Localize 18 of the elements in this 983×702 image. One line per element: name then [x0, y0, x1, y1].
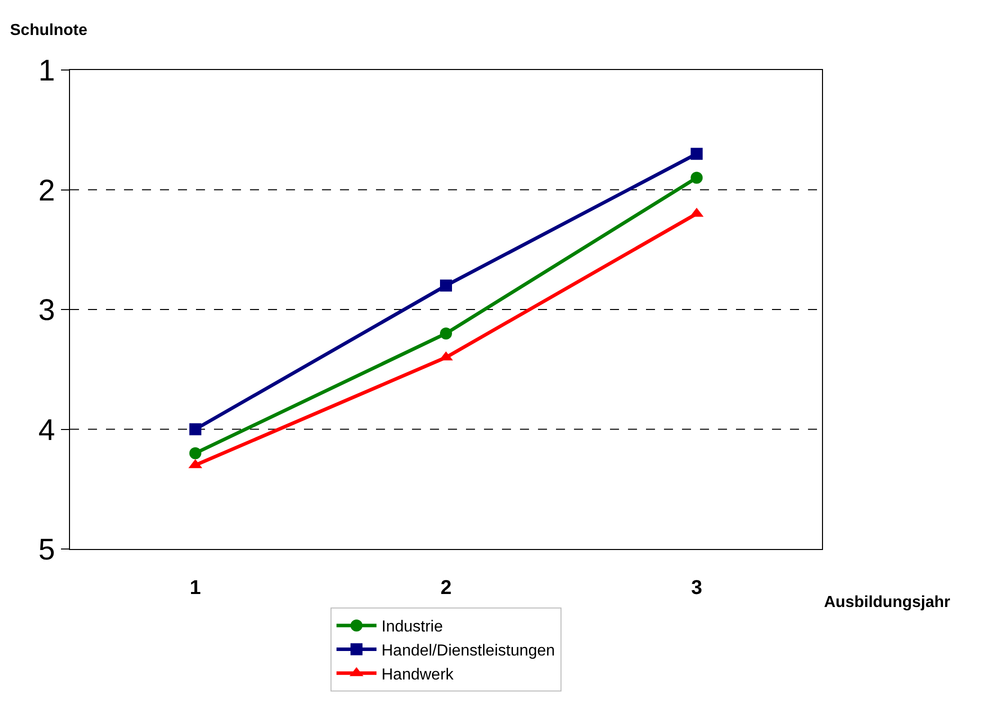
- legend-label: Handel/Dienstleistungen: [382, 642, 555, 660]
- y-tick-label: 4: [38, 414, 55, 447]
- x-axis-title: Ausbildungsjahr: [824, 594, 950, 611]
- y-tick-label: 1: [38, 54, 55, 88]
- point: [690, 148, 703, 160]
- x-tick-label: 2: [440, 577, 452, 599]
- x-tick-label: 1: [190, 577, 201, 599]
- point: [440, 280, 452, 292]
- y-axis-title: Schulnote: [10, 22, 88, 39]
- y-tick-label: 5: [38, 534, 55, 566]
- point: [690, 172, 703, 184]
- point: [440, 327, 452, 340]
- x-tick-label: 3: [691, 577, 702, 599]
- y-tick-label: 3: [38, 294, 55, 327]
- y-tick-label: 2: [38, 174, 55, 208]
- legend-label: Handwerk: [382, 666, 455, 684]
- point: [189, 447, 202, 460]
- point: [189, 423, 202, 436]
